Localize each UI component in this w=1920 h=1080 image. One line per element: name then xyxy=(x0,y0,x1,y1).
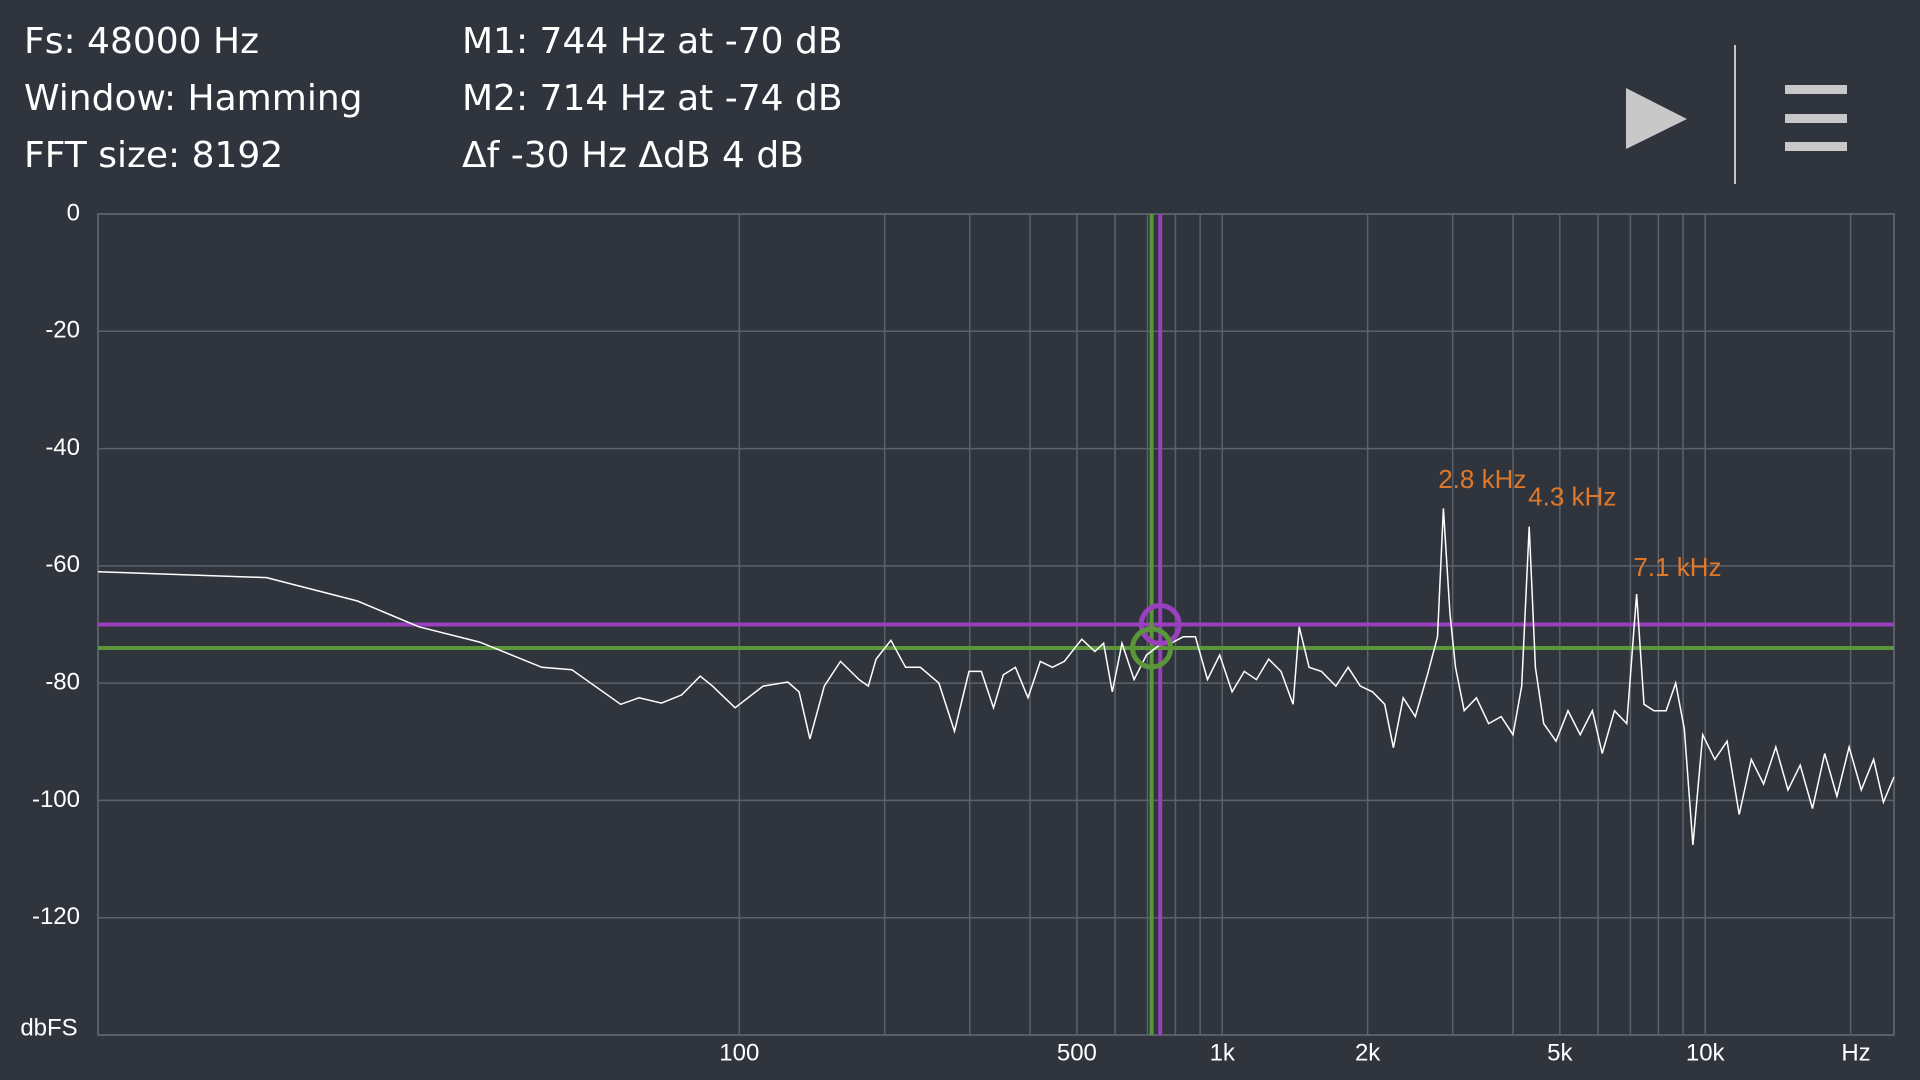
peak-annotation: 4.3 kHz xyxy=(1528,482,1616,512)
info-fft: FFT size: 8192 xyxy=(24,135,283,176)
y-tick-label: -80 xyxy=(45,668,80,695)
menu-bar[interactable] xyxy=(1785,85,1847,94)
play-button[interactable] xyxy=(1626,88,1687,149)
x-tick-label: 5k xyxy=(1547,1039,1573,1066)
y-tick-label: -100 xyxy=(32,786,80,813)
y-tick-label: -20 xyxy=(45,317,80,344)
play-icon[interactable] xyxy=(1626,88,1687,149)
marker-readout: M2: 714 Hz at -74 dB xyxy=(462,78,843,119)
x-tick-label: 2k xyxy=(1355,1039,1381,1066)
menu-bar[interactable] xyxy=(1785,114,1847,123)
menu-bar[interactable] xyxy=(1785,142,1847,151)
x-tick-label: 10k xyxy=(1686,1039,1726,1066)
marker-point xyxy=(1130,626,1174,670)
x-tick-label: 100 xyxy=(719,1039,759,1066)
x-tick-label: 500 xyxy=(1057,1039,1097,1066)
x-axis-label: Hz xyxy=(1841,1039,1870,1066)
peak-annotation: 2.8 kHz xyxy=(1438,464,1526,494)
marker-delta: Δf -30 Hz ΔdB 4 dB xyxy=(462,135,804,176)
y-axis-label: dbFS xyxy=(20,1014,77,1041)
info-window: Window: Hamming xyxy=(24,78,362,119)
y-tick-label: -40 xyxy=(45,434,80,461)
spectrum-line xyxy=(97,508,1895,846)
y-tick-label: 0 xyxy=(67,199,80,226)
info-fs: Fs: 48000 Hz xyxy=(24,21,259,62)
marker-readout: M1: 744 Hz at -70 dB xyxy=(462,21,843,62)
menu-button[interactable] xyxy=(1785,85,1847,151)
x-tick-label: 1k xyxy=(1210,1039,1236,1066)
y-tick-label: -120 xyxy=(32,903,80,930)
peak-annotation: 7.1 kHz xyxy=(1633,552,1721,582)
marker-point xyxy=(1138,603,1182,646)
y-tick-label: -60 xyxy=(45,551,80,578)
